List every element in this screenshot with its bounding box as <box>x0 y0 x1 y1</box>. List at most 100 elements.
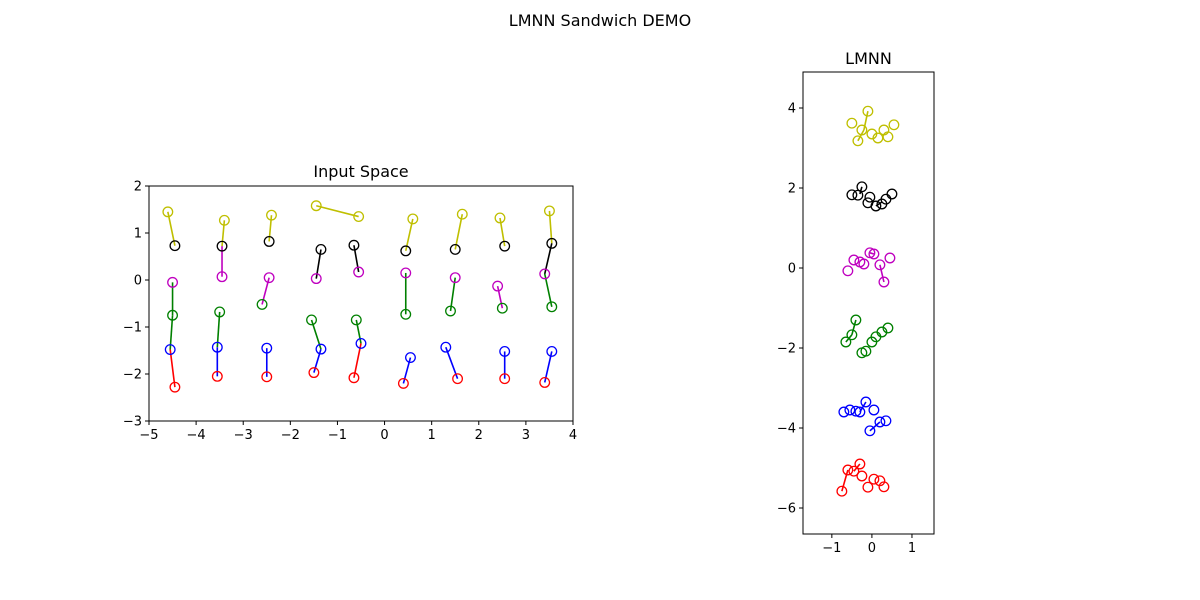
input-space-point <box>315 343 327 355</box>
lmnn-point <box>856 470 868 482</box>
input-space-xtick-label: −3 <box>234 428 253 443</box>
lmnn-point <box>860 396 872 408</box>
lmnn-point <box>842 464 854 476</box>
lmnn-point <box>882 131 894 143</box>
input-space-point <box>546 345 558 357</box>
input-space-point <box>499 373 511 385</box>
lmnn-link-line <box>857 129 865 142</box>
input-space-marks <box>162 200 558 393</box>
lmnn-link-line <box>879 264 885 283</box>
input-space-xtick-label: −5 <box>139 428 158 443</box>
input-space-point <box>546 301 558 313</box>
input-space-link-line <box>167 211 176 246</box>
input-space-link-line <box>404 218 414 252</box>
input-space-link-line <box>543 273 553 307</box>
input-space-point <box>407 213 419 225</box>
input-space-link-line <box>169 315 174 350</box>
input-space-xtick-label: −2 <box>281 428 300 443</box>
input-space-xtick-label: 4 <box>569 428 577 443</box>
lmnn-point <box>874 259 886 271</box>
input-space-point <box>499 240 511 252</box>
lmnn-point <box>838 406 850 418</box>
figure-suptitle: LMNN Sandwich DEMO <box>509 11 691 30</box>
lmnn-point <box>846 189 858 201</box>
input-space-point <box>400 267 412 279</box>
lmnn-xtick-label: 0 <box>868 541 876 556</box>
lmnn-point <box>848 254 860 266</box>
input-space-point <box>353 266 365 278</box>
input-space-point <box>348 372 360 384</box>
lmnn-title: LMNN <box>845 49 892 68</box>
input-space-point <box>263 236 275 247</box>
lmnn-link-line <box>841 469 849 492</box>
input-space-xtick-label: 1 <box>428 428 436 443</box>
lmnn-point <box>856 124 868 136</box>
input-space-point <box>405 352 416 364</box>
input-space-point <box>169 381 181 393</box>
lmnn-point <box>864 425 876 437</box>
lmnn-point <box>862 481 874 493</box>
lmnn-point <box>858 258 870 270</box>
input-space-point <box>440 341 452 353</box>
lmnn-ytick-label: 4 <box>788 102 796 117</box>
input-space-point <box>445 305 456 317</box>
input-space-point <box>543 205 555 217</box>
input-space-xtick-label: 0 <box>380 428 388 443</box>
lmnn-ytick-label: 0 <box>788 262 796 277</box>
input-space-ytick-label: −1 <box>123 321 142 336</box>
input-space-link-line <box>496 285 504 309</box>
input-space-point <box>353 211 365 223</box>
lmnn-axes: LMNN −1 0 1 −6 −4 −2 0 2 4 <box>777 49 935 556</box>
lmnn-point <box>870 200 882 212</box>
input-space-xtick-label: −1 <box>328 428 347 443</box>
input-space-point <box>539 377 551 388</box>
input-space-point <box>256 298 268 310</box>
input-space-point <box>211 341 223 353</box>
input-space-point <box>355 338 367 349</box>
lmnn-point <box>846 117 858 129</box>
input-space-axes: Input Space −5 −4 −3 −2 −1 0 1 2 3 4 −3 −2 −1 0 1 2 <box>123 162 577 443</box>
lmnn-link-line <box>863 111 869 131</box>
lmnn-frame <box>802 71 935 535</box>
input-space-point <box>167 276 179 288</box>
lmnn-point <box>868 404 880 416</box>
input-space-point <box>216 271 228 283</box>
input-space-point <box>169 240 181 252</box>
input-space-point <box>348 239 360 251</box>
lmnn-point <box>868 473 880 485</box>
input-space-ticks: −5 −4 −3 −2 −1 0 1 2 3 4 −3 −2 −1 0 1 2 <box>123 180 577 444</box>
lmnn-point <box>848 465 860 477</box>
input-space-point <box>496 302 508 314</box>
lmnn-link-line <box>869 421 881 432</box>
input-space-ytick-label: 1 <box>134 227 142 242</box>
input-space-point <box>499 345 511 357</box>
lmnn-point <box>878 481 890 493</box>
input-space-point <box>492 280 504 292</box>
lmnn-point <box>854 406 866 418</box>
input-space-point <box>310 273 322 285</box>
input-space-point <box>546 237 558 249</box>
input-space-point <box>315 243 327 255</box>
input-space-link-line <box>316 204 359 218</box>
input-space-point <box>350 314 362 326</box>
lmnn-point <box>854 458 866 470</box>
lmnn-point <box>888 119 900 131</box>
lmnn-point <box>842 265 854 277</box>
input-space-ytick-label: −3 <box>123 415 142 430</box>
input-space-xtick-label: 3 <box>522 428 530 443</box>
input-space-point <box>162 206 174 218</box>
input-space-point <box>397 377 409 389</box>
input-space-point <box>400 308 412 320</box>
input-space-ytick-label: 0 <box>134 274 142 289</box>
lmnn-xtick-label: 1 <box>908 541 916 556</box>
input-space-point <box>456 208 468 220</box>
input-space-point <box>449 272 461 284</box>
lmnn-xtick-label: −1 <box>822 541 841 556</box>
input-space-point <box>261 342 273 354</box>
input-space-link-line <box>169 349 176 388</box>
lmnn-point <box>844 404 856 416</box>
lmnn-ytick-label: −6 <box>777 502 796 517</box>
input-space-point <box>452 373 464 385</box>
lmnn-point <box>878 276 890 288</box>
